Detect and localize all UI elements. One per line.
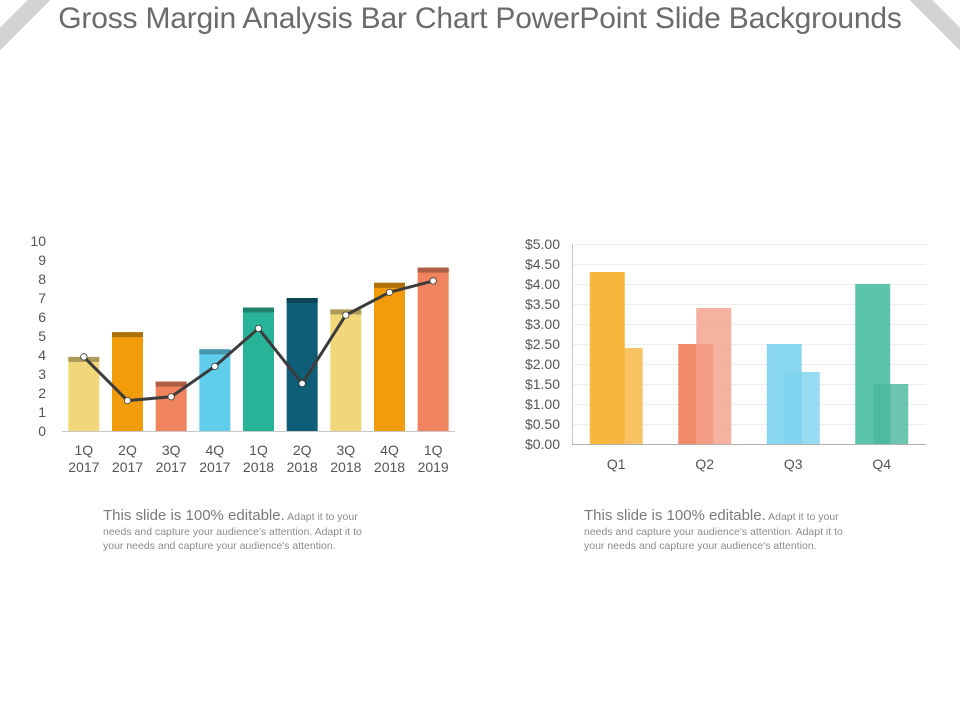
y-tick-label: $2.50: [525, 336, 560, 352]
y-tick-label: $1.00: [525, 396, 560, 412]
y-tick-label: $1.50: [525, 376, 560, 392]
x-tick-label: 1Q: [249, 442, 268, 458]
y-tick-label: $5.00: [525, 236, 560, 252]
y-tick-label: 5: [38, 328, 46, 344]
x-tick-label: 4Q: [380, 442, 399, 458]
bar-series-2: [784, 372, 820, 444]
y-tick-label: $4.00: [525, 276, 560, 292]
bar-cap: [199, 349, 231, 355]
bar-series-2: [873, 384, 909, 444]
x-tick-label-year: 2018: [287, 459, 318, 475]
trend-point: [167, 393, 175, 401]
y-tick-label: 3: [38, 366, 46, 382]
y-tick-label: $2.00: [525, 356, 560, 372]
slide-title: Gross Margin Analysis Bar Chart PowerPoi…: [58, 2, 902, 35]
trend-point: [385, 288, 394, 296]
x-tick-label: Q3: [784, 456, 803, 472]
x-tick-label: 2Q: [293, 442, 312, 458]
x-tick-label: 3Q: [336, 442, 355, 458]
x-tick-label-year: 2019: [418, 459, 449, 475]
y-tick-label: 8: [38, 271, 46, 287]
x-tick-label: 1Q: [74, 442, 93, 458]
description-right: This slide is 100% editable. Adapt it to…: [584, 507, 862, 554]
bar-cap: [243, 307, 274, 313]
trend-point: [123, 396, 132, 405]
x-tick-label-year: 2017: [199, 459, 230, 475]
bar-cap: [155, 381, 187, 387]
bar: [417, 267, 449, 431]
y-tick-label: 6: [38, 309, 46, 325]
x-tick-label: Q4: [872, 456, 891, 472]
bar-series-2: [696, 308, 732, 444]
x-tick-label-year: 2018: [374, 459, 405, 475]
y-tick-label: 10: [30, 233, 46, 249]
quarterly-dollar-bar-chart: $0.00 $0.50 $1.00 $1.50 $2.00 $2.50 $3.00 $3.50…: [525, 236, 926, 472]
y-tick-label: 2: [38, 385, 46, 401]
x-tick-label-year: 2018: [243, 459, 274, 475]
x-tick-label: Q2: [695, 456, 714, 472]
description-left: This slide is 100% editable. Adapt it to…: [103, 507, 381, 554]
y-tick-label: 9: [38, 252, 46, 268]
y-tick-label: $3.00: [525, 316, 560, 332]
trend-point: [254, 324, 263, 332]
quarterly-bar-line-chart: 0123456789101Q20172Q20173Q20174Q20171Q20…: [30, 233, 455, 475]
description-left-lead: This slide is 100% editable.: [103, 507, 285, 524]
description-right-lead: This slide is 100% editable.: [584, 507, 766, 524]
trend-point: [298, 379, 306, 388]
x-tick-label: 2Q: [118, 442, 137, 458]
bar-series-2: [607, 348, 643, 444]
x-tick-label-year: 2017: [112, 459, 143, 475]
y-tick-label: 0: [38, 423, 46, 439]
bar: [374, 282, 405, 431]
trend-point: [80, 353, 88, 361]
trend-point: [211, 362, 219, 370]
bar-cap: [417, 267, 449, 273]
description-right-body: Adapt it to your needs and capture your …: [584, 511, 843, 552]
bar-cap: [286, 298, 318, 303]
x-tick-label: 4Q: [205, 442, 224, 458]
trend-point: [429, 277, 437, 285]
x-tick-label-year: 2017: [68, 459, 99, 475]
trend-point: [342, 311, 350, 319]
bar-cap: [112, 332, 143, 338]
y-tick-label: $0.00: [525, 436, 560, 452]
x-tick-label: Q1: [607, 456, 626, 472]
x-tick-label: 1Q: [424, 442, 443, 458]
bar: [286, 298, 318, 431]
x-tick-label-year: 2017: [156, 459, 187, 475]
bar-cap: [374, 282, 405, 288]
y-tick-label: 7: [38, 290, 46, 306]
y-tick-label: $0.50: [525, 416, 560, 432]
y-tick-label: 1: [38, 404, 46, 420]
x-tick-label: 3Q: [162, 442, 181, 458]
bar: [112, 332, 143, 431]
y-tick-label: 4: [38, 347, 46, 363]
description-left-body: Adapt it to your needs and capture your …: [103, 511, 362, 552]
y-tick-label: $4.50: [525, 256, 560, 272]
y-tick-label: $3.50: [525, 296, 560, 312]
x-tick-label-year: 2018: [330, 459, 361, 475]
